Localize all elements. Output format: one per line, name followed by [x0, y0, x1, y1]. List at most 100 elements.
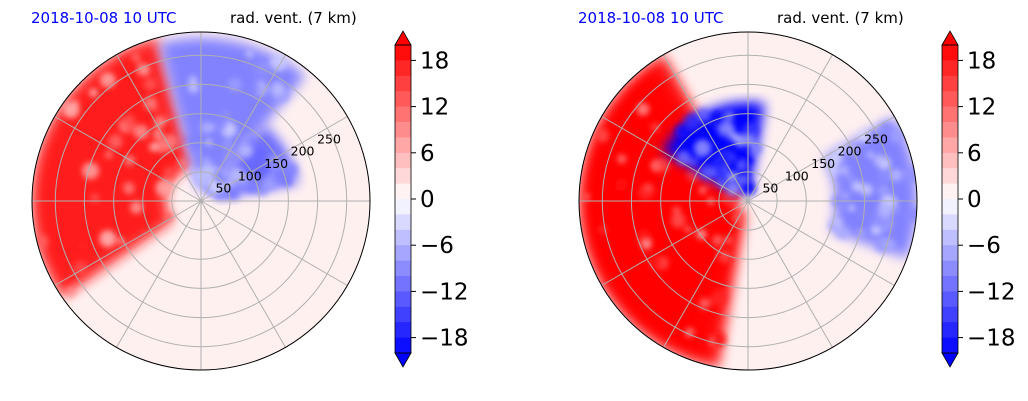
azimuth-line: [116, 200, 202, 348]
colorbar-segment: [942, 91, 958, 108]
colorbar-segment: [942, 214, 958, 231]
colorbar-tick-label: 6: [967, 141, 982, 167]
azimuth-line: [200, 200, 286, 348]
azimuth-line: [747, 200, 833, 348]
speckle: [123, 183, 135, 195]
speckle: [826, 164, 839, 177]
panel-variable-right: rad. vent. (7 km): [777, 9, 904, 27]
colorbar-tick-label: −12: [420, 279, 469, 305]
speckle: [67, 287, 76, 297]
radial-tick-label: 100: [785, 168, 809, 183]
colorbar-segment: [395, 276, 411, 292]
colorbar-segment: [395, 137, 411, 154]
colorbar-tick-label: −12: [967, 279, 1016, 305]
colorbar-segment: [395, 306, 411, 323]
speckle: [879, 121, 891, 134]
speckle: [684, 113, 702, 131]
colorbar-segment: [395, 291, 411, 308]
colorbar-segment: [395, 75, 411, 92]
radial-tick-label: 50: [215, 181, 231, 196]
speckle: [848, 204, 855, 212]
speckle: [239, 144, 253, 158]
azimuth-line: [54, 116, 202, 202]
azimuth-line: [200, 116, 348, 202]
colorbar-segment: [395, 45, 411, 61]
azimuth-line: [747, 54, 833, 202]
speckle: [603, 231, 618, 246]
colorbar-segment: [395, 322, 411, 339]
colorbar-tick-label: 6: [420, 141, 435, 167]
speckle: [165, 212, 175, 222]
azimuth-line: [747, 116, 895, 202]
speckle: [270, 81, 286, 96]
speckle: [583, 193, 590, 201]
azimuth-line: [116, 54, 202, 202]
feature-speckles: [826, 121, 917, 253]
polar-grid-left: [31, 31, 371, 371]
speckle: [273, 146, 281, 153]
colorbar-segment: [942, 291, 958, 308]
speckle: [712, 234, 724, 246]
speckle: [245, 61, 254, 70]
colorbar-extend-min: [394, 352, 412, 368]
colorbar-tick-label: 18: [967, 48, 996, 74]
speckle: [858, 129, 871, 142]
polar-grid-right: [578, 31, 918, 371]
colorbar-segment: [942, 168, 958, 185]
speckle: [742, 181, 757, 196]
speckle: [164, 114, 173, 124]
colorbar-segment: [942, 199, 958, 215]
speckle: [641, 240, 652, 250]
colorbar-tick-label: 0: [420, 187, 435, 213]
colorbar-segment: [395, 152, 411, 169]
colorbar-segment: [942, 45, 958, 61]
speckle: [835, 226, 850, 240]
colorbar-segment: [942, 137, 958, 154]
speckle: [846, 174, 854, 182]
colorbar-segment: [942, 337, 958, 354]
colorbar-segment: [395, 60, 411, 77]
colorbar-extend-min: [941, 352, 959, 368]
speckle: [670, 213, 686, 228]
speckle: [655, 157, 670, 173]
colorbar-segment: [942, 260, 958, 277]
speckle: [720, 132, 729, 141]
speckle: [718, 169, 733, 185]
speckle: [736, 160, 746, 171]
azimuth-line: [601, 116, 749, 202]
colorbar-tick-label: −18: [420, 326, 469, 352]
speckle: [889, 128, 904, 144]
speckle: [206, 139, 212, 146]
speckle: [137, 63, 150, 76]
speckle: [189, 167, 196, 174]
colorbar-extend-max: [941, 30, 959, 46]
colorbar-segment: [942, 276, 958, 292]
radial-tick-label: 150: [264, 156, 288, 171]
speckle: [742, 122, 759, 139]
azimuth-line: [747, 200, 895, 286]
speckle: [201, 156, 211, 166]
speckle: [869, 130, 878, 139]
speckle: [905, 206, 917, 223]
speckle: [873, 154, 886, 167]
colorbar-tick-label: −18: [967, 326, 1016, 352]
colorbar-tick-label: −6: [967, 233, 1001, 259]
speckle: [194, 149, 202, 157]
speckle: [750, 142, 763, 155]
speckle: [143, 77, 157, 91]
speckle: [617, 154, 627, 164]
plot-boundary: [31, 31, 371, 371]
colorbar-segment: [395, 214, 411, 231]
speckle: [245, 50, 254, 58]
speckle: [153, 107, 167, 121]
speckle: [99, 230, 117, 248]
radial-tick-label: 250: [317, 131, 341, 146]
speckle: [903, 165, 917, 184]
colorbar-segment: [942, 122, 958, 138]
speckle: [133, 124, 149, 140]
